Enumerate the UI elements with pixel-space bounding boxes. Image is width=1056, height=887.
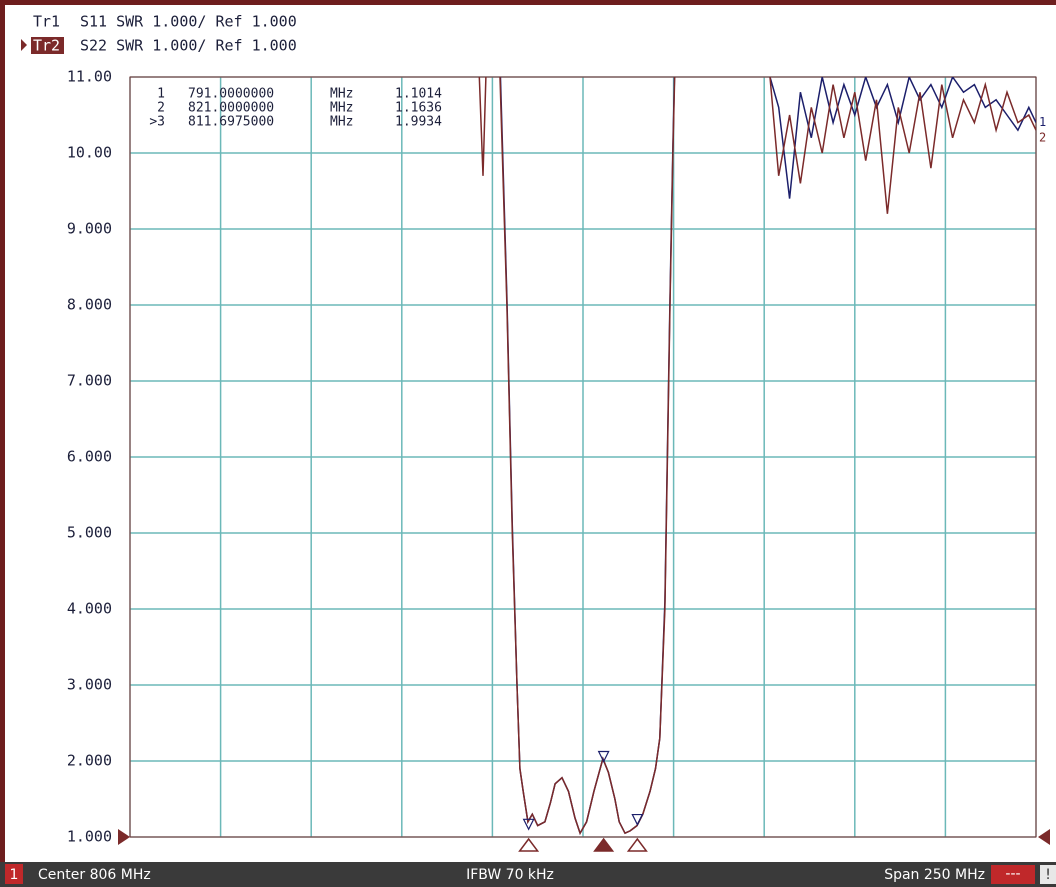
indicator-box [991, 865, 1035, 884]
trace-end-label: 2 [1039, 131, 1046, 145]
marker-unit: MHz [330, 87, 353, 102]
ref-marker [118, 829, 130, 845]
trace-id: Tr1 [33, 13, 60, 31]
y-tick-label: 6.000 [67, 448, 112, 466]
marker-on-trace [597, 750, 610, 763]
plot: 1.000 2.000 3.000 4.000 5.000 6.000 7.000 8.000… [67, 68, 1050, 852]
marker-frequency: 821.0000000 [188, 101, 274, 116]
ref-marker [1038, 829, 1050, 845]
marker-id: >3 [149, 115, 165, 130]
y-tick-label: 9.000 [67, 220, 112, 238]
trace-id: Tr2 [33, 37, 60, 55]
y-tick-label: 5.000 [67, 524, 112, 542]
marker-id: 1 [157, 87, 165, 102]
y-tick-label: 10.00 [67, 144, 112, 162]
marker-value: 1.1636 [395, 101, 442, 116]
y-tick-label: 2.000 [67, 752, 112, 770]
frame-left [0, 0, 5, 862]
marker-on-trace [522, 818, 535, 831]
channel-box [5, 864, 23, 884]
marker-triangle [593, 837, 615, 852]
marker-unit: MHz [330, 115, 353, 130]
trace-setup: S11 SWR 1.000/ Ref 1.000 [80, 13, 297, 31]
marker-frequency: 791.0000000 [188, 87, 274, 102]
frame-top [0, 0, 1056, 5]
alert-box [1040, 865, 1056, 884]
trace-end-label: 1 [1039, 115, 1046, 129]
y-tick-label: 8.000 [67, 296, 112, 314]
span: Span 250 MHz [884, 867, 985, 883]
y-tick-label: 11.00 [67, 68, 112, 86]
trace-setup: S22 SWR 1.000/ Ref 1.000 [80, 37, 297, 55]
marker-triangle [518, 837, 540, 852]
status-bar [0, 862, 1056, 887]
marker-triangle [626, 837, 648, 852]
marker-id: 2 [157, 101, 165, 116]
alert: ! [1045, 867, 1051, 883]
active-trace-box [31, 37, 64, 54]
center: Center 806 MHz [38, 867, 151, 883]
marker-frequency: 811.6975000 [188, 115, 274, 130]
active-trace-arrow [21, 39, 27, 51]
marker-on-trace [631, 813, 644, 826]
marker-value: 1.1014 [395, 87, 442, 102]
marker-value: 1.9934 [395, 115, 442, 130]
y-tick-label: 1.000 [67, 828, 112, 846]
indicator: --- [1005, 866, 1020, 882]
marker-unit: MHz [330, 101, 353, 116]
plot-frame [129, 76, 1037, 838]
ifbw: IFBW 70 kHz [466, 867, 554, 883]
y-tick-label: 4.000 [67, 600, 112, 618]
channel: 1 [10, 867, 19, 883]
y-tick-label: 3.000 [67, 676, 112, 694]
y-tick-label: 7.000 [67, 372, 112, 390]
